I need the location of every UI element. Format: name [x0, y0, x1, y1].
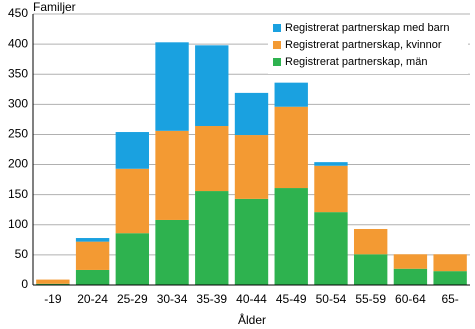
legend-label: Registrerat partnerskap, män [285, 56, 427, 68]
bar-segment [155, 42, 189, 131]
x-tick-label: 50-54 [316, 292, 347, 306]
bar-segment [433, 254, 467, 272]
legend-label: Registrerat partnerskap med barn [285, 22, 449, 34]
bar-segment [195, 126, 229, 192]
bar-segment [115, 233, 150, 285]
y-tick-label: 0 [21, 277, 28, 291]
x-tick-label: 55-59 [355, 292, 386, 306]
bar-segment [433, 271, 467, 285]
x-tick-label: 35-39 [196, 292, 227, 306]
bar-segment [274, 82, 308, 107]
bar-segment [155, 130, 189, 220]
y-tick-label: 400 [8, 36, 28, 50]
y-tick-label: 450 [8, 6, 28, 20]
bar-segment [234, 135, 269, 199]
bar-segment [36, 279, 70, 284]
x-tick-label: 40-44 [236, 292, 267, 306]
bar-segment [314, 162, 348, 166]
bar-segment [75, 238, 110, 242]
bar-segment [75, 241, 110, 270]
bar-segment [115, 132, 150, 169]
y-tick-label: 300 [8, 97, 28, 111]
bar-segment [234, 198, 269, 285]
x-tick-label: 65- [441, 292, 458, 306]
legend-swatch [273, 24, 281, 32]
legend-box [268, 18, 468, 74]
bar-segment [393, 268, 428, 285]
legend-swatch [273, 41, 281, 49]
bar-segment [155, 219, 189, 285]
bar-segment [393, 254, 428, 269]
y-tick-label: 150 [8, 187, 28, 201]
legend-swatch [273, 58, 281, 66]
x-tick-label: -19 [44, 292, 62, 306]
bar-segment [353, 254, 388, 285]
y-tick-label: 200 [8, 157, 28, 171]
y-axis-label: Familjer [33, 0, 76, 14]
x-tick-label: 45-49 [276, 292, 307, 306]
x-axis-label: Ålder [238, 312, 266, 327]
bar-segment [274, 106, 308, 189]
y-tick-label: 350 [8, 66, 28, 80]
y-tick-label: 250 [8, 127, 28, 141]
bar-segment [314, 165, 348, 213]
legend-label: Registrerat partnerskap, kvinnor [285, 39, 442, 51]
x-tick-label: 25-29 [117, 292, 148, 306]
legend: Registrerat partnerskap med barn Registre… [268, 18, 468, 74]
y-tick-label: 100 [8, 217, 28, 231]
bar-segment [234, 92, 269, 136]
bar-segment [115, 168, 150, 234]
bar-segment [274, 188, 308, 285]
x-tick-label: 20-24 [77, 292, 108, 306]
bar-segment [36, 283, 70, 285]
bar-segment [75, 269, 110, 285]
bar-segment [314, 212, 348, 285]
bar-segment [195, 45, 229, 127]
x-tick-label: 30-34 [157, 292, 188, 306]
bar-segment [195, 191, 229, 285]
bar-segment [353, 228, 388, 255]
x-tick-label: 60-64 [395, 292, 426, 306]
y-tick-label: 50 [15, 247, 29, 261]
